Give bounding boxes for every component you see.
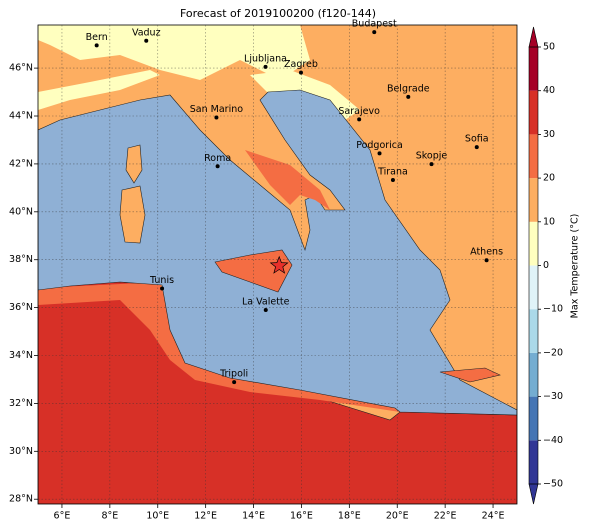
city-marker [94, 43, 99, 48]
y-tick-label: 40°N [9, 206, 33, 217]
city-marker [474, 145, 479, 150]
city-marker [214, 115, 219, 120]
x-tick-label: 18°E [338, 511, 361, 522]
city-label: Sofia [465, 134, 489, 145]
city-label: Bern [86, 32, 108, 43]
y-tick-label: 46°N [9, 63, 33, 74]
x-tick-label: 14°E [242, 511, 265, 522]
city-marker [357, 117, 362, 122]
colorbar-tick-label: −40 [543, 435, 563, 446]
city-label: Skopje [416, 151, 448, 162]
colorbar-tick-label: 50 [543, 42, 555, 53]
city-marker [390, 177, 395, 182]
x-tick-label: 10°E [146, 511, 169, 522]
city-marker [160, 286, 165, 291]
city-marker [406, 94, 411, 99]
y-tick-label: 32°N [9, 398, 33, 409]
city-marker [372, 30, 377, 35]
colorbar-segment [529, 47, 538, 91]
cool-land [38, 70, 160, 110]
x-tick-label: 8°E [101, 511, 118, 522]
x-tick-label: 12°E [194, 511, 217, 522]
city-label: Zagreb [284, 59, 318, 70]
colorbar-label: Max Temperature (°C) [570, 214, 581, 319]
y-tick-label: 28°N [9, 494, 33, 505]
colorbar-segment [529, 396, 538, 441]
colorbar-segment [529, 134, 538, 179]
x-tick-label: 16°E [290, 511, 313, 522]
x-tick-label: 24°E [482, 511, 505, 522]
city-label: Athens [470, 247, 503, 258]
city-marker [298, 70, 303, 75]
city-label: Tripoli [219, 369, 248, 380]
cool-land [38, 25, 310, 80]
city-label: San Marino [190, 104, 243, 115]
x-tick-label: 6°E [54, 511, 71, 522]
crete [439, 367, 501, 383]
city-marker [263, 308, 268, 313]
y-tick-label: 44°N [9, 111, 33, 122]
coastal-band [38, 282, 400, 412]
colorbar-segment [529, 440, 538, 484]
colorbar-tick-label: 40 [543, 85, 555, 96]
warm-land [245, 150, 330, 210]
city-marker [429, 162, 434, 167]
city-label: Sarajevo [338, 106, 380, 117]
colorbar-segment [529, 352, 538, 397]
star-marker [269, 255, 289, 274]
city-marker [232, 380, 237, 385]
colorbar-segment [529, 309, 538, 353]
x-tick-label: 22°E [434, 511, 457, 522]
colorbar-tick-label: 30 [543, 129, 555, 140]
city-marker [484, 258, 489, 263]
x-tick-label: 20°E [386, 511, 409, 522]
city-label: Budapest [352, 19, 397, 30]
city-label: Roma [204, 153, 231, 164]
colorbar-segment [529, 178, 538, 222]
map-frame [37, 24, 518, 505]
city-marker [377, 151, 382, 156]
colorbar-extend [528, 483, 539, 505]
colorbar-segment [529, 221, 538, 266]
colorbar-tick-label: −30 [543, 391, 563, 402]
city-marker [215, 164, 220, 169]
colorbar-tick-label: 0 [543, 260, 549, 271]
city-label: Tunis [149, 275, 174, 286]
colorbar-tick-label: −10 [543, 304, 563, 315]
colorbar-tick-label: 20 [543, 173, 555, 184]
city-marker [263, 64, 268, 69]
city-label: Podgorica [356, 140, 403, 151]
city-label: La Valette [242, 297, 290, 308]
city-label: Ljubljana [244, 53, 287, 64]
colorbar-tick-label: −50 [543, 479, 563, 490]
city-marker [144, 38, 149, 43]
colorbar-tick-label: 10 [543, 216, 555, 227]
y-tick-label: 36°N [9, 302, 33, 313]
map-title: Forecast of 2019100200 (f120-144) [180, 7, 376, 20]
city-label: Belgrade [387, 83, 430, 94]
y-tick-label: 30°N [9, 446, 33, 457]
y-tick-label: 34°N [9, 350, 33, 361]
colorbar-extend [528, 26, 539, 48]
sardinia [119, 185, 146, 244]
map-layers [38, 25, 517, 504]
colorbar-segment [529, 265, 538, 310]
colorbar-tick-label: −20 [543, 347, 563, 358]
y-tick-label: 38°N [9, 254, 33, 265]
city-label: Tirana [377, 166, 408, 177]
colorbar-segment [529, 90, 538, 135]
y-tick-label: 42°N [9, 158, 33, 169]
city-label: Vaduz [132, 27, 161, 38]
